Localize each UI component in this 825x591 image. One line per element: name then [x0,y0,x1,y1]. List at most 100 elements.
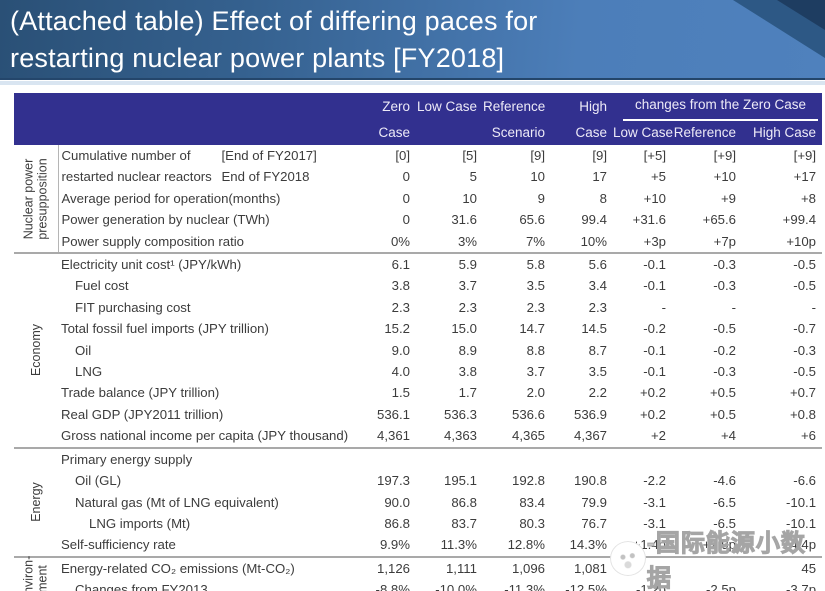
table-row: Self-sufficiency rate 9.9% 11.3% 12.8% 14.3%… [14,534,822,556]
cell-value: -0.5 [793,278,817,294]
row-label: Primary energy supply [58,446,358,471]
cell-value: -11.3% [504,582,545,591]
cell-value: 195.1 [443,473,477,489]
cell-value: 192.8 [511,473,545,489]
cell-value: 3.7 [526,364,545,380]
cell-value: 4.0 [391,364,410,380]
row-label: Natural gas (Mt of LNG equivalent) [75,494,279,510]
table-row: Nuclear power presupposition Cumulative n… [14,145,822,254]
table-row: LNG 4.0 3.8 3.7 3.5 -0.1 -0.3 -0.5 [14,361,822,382]
cell-value: 0 [402,212,410,228]
cell-value: +6 [800,428,817,444]
cell-value: -0.3 [672,252,742,276]
cell-value [358,446,416,471]
cell-value: 3.8 [391,278,410,294]
cell-value: 86.8 [384,515,410,531]
cell-value: 7% [525,233,545,249]
cell-value: 3.4 [588,278,607,294]
cell-value: 83.4 [519,494,545,510]
cell-value: +2.9p [702,537,736,553]
cell-value: +9 [720,190,736,206]
group-label: Environ- ment [14,555,58,591]
banner-corner-small-icon [777,0,825,30]
cell-value: +0.5 [709,406,736,422]
cell-value: 8.7 [588,342,607,358]
header-row-top: Zero Low Case Reference High changes fro… [14,93,823,145]
cell-value: 3.8 [458,364,477,380]
cell-value [416,446,483,471]
col-header-changes-low: Low Case [613,121,673,145]
cell-value: 31.6 [451,212,477,228]
cell-value: 5.6 [551,252,613,276]
cell-value: -3.1 [643,494,666,510]
cell-value: 4,363 [443,428,477,444]
cell-value: +0.5 [709,385,736,401]
cell-value: -0.7 [793,321,817,337]
cell-value: 6.1 [358,252,416,276]
cell-value: [9] [530,148,545,163]
col-header-high-bottom: Case [551,121,613,145]
cell-value: 3.7 [458,278,477,294]
row-label: Self-sufficiency rate [61,537,176,553]
cell-value: 8.8 [526,342,545,358]
table-row: Oil 9.0 8.9 8.8 8.7 -0.1 -0.2 -0.3 [14,340,822,361]
table-row: FIT purchasing cost 2.3 2.3 2.3 2.3 - - - [14,297,822,318]
watermark: -国际能源小数据 [610,530,825,591]
header-row-bottom: Case Scenario Case Low Case Reference Hi… [14,121,823,145]
cell-value: -3.1 [643,515,666,531]
col-header-low-bottom [416,121,483,145]
cell-value: -0.1 [643,364,666,380]
cell-value: -0.1 [643,342,666,358]
cell-value: 9 [537,190,545,206]
cell-value: [+5] [643,148,666,163]
cell-value: 11.3% [440,537,477,553]
cell-value: 10 [530,169,545,185]
cell-value: 536.9 [573,406,607,422]
row-label: FIT purchasing cost [75,299,191,315]
cell-value: 1,096 [483,555,551,580]
table-row: LNG imports (Mt) 86.8 83.7 80.3 76.7 -3.1 -6.5… [14,513,822,534]
row-label: Oil [75,342,92,358]
cell-value: -6.5 [713,515,736,531]
page-title-line1: (Attached table) Effect of differing pac… [10,6,538,36]
cell-value: 5.8 [483,252,551,276]
cell-value: 2.3 [458,299,477,315]
cell-value: 3% [457,233,477,249]
cell-value: -6.6 [793,473,817,489]
cell-value: 65.6 [519,212,545,228]
cell-value: -0.2 [713,342,736,358]
cell-value [672,446,742,471]
cell-value: -4.6 [713,473,736,489]
cell-value: 0 [402,169,410,185]
col-header-high-top: High [551,93,613,121]
row-label: LNG imports (Mt) [89,515,191,531]
cell-value: 99.4 [581,212,607,228]
cell-value: 9.9% [379,537,410,553]
col-header-reference-top: Reference [483,93,551,121]
col-header-low-top: Low Case [416,93,483,121]
cell-value [742,446,823,471]
cell-value: -0.5 [793,364,817,380]
cell-value: 536.6 [511,406,545,422]
cell-value: 17 [592,169,607,185]
row-label: Oil (GL) [75,473,122,489]
cell-value: 12.8% [507,537,545,553]
row-label: Gross national income per capita (JPY th… [61,428,349,444]
cell-value: 5.9 [416,252,483,276]
col-header-zero-top: Zero [358,93,416,121]
table-row: restarted nuclear reactors End of FY2018 0… [14,166,822,187]
row-label: Cumulative number of [End of FY2017] [58,145,358,166]
cell-value: -0.5 [713,321,736,337]
cell-value: -12.5% [565,582,607,591]
cell-value: -0.1 [613,252,672,276]
cell-value: 5 [469,169,477,185]
cell-value [613,446,672,471]
group-label: Energy [14,446,58,557]
cell-value: 80.3 [519,515,545,531]
table-row: Trade balance (JPY trillion) 1.5 1.7 2.0 2.2… [14,382,822,403]
cell-value: 79.9 [581,494,607,510]
table-row: Gross national income per capita (JPY th… [14,425,822,447]
row-label-note: [End of FY2017] [221,148,317,163]
row-label: Average period for operation(months) [61,190,281,206]
page-title: (Attached table) Effect of differing pac… [10,3,538,77]
